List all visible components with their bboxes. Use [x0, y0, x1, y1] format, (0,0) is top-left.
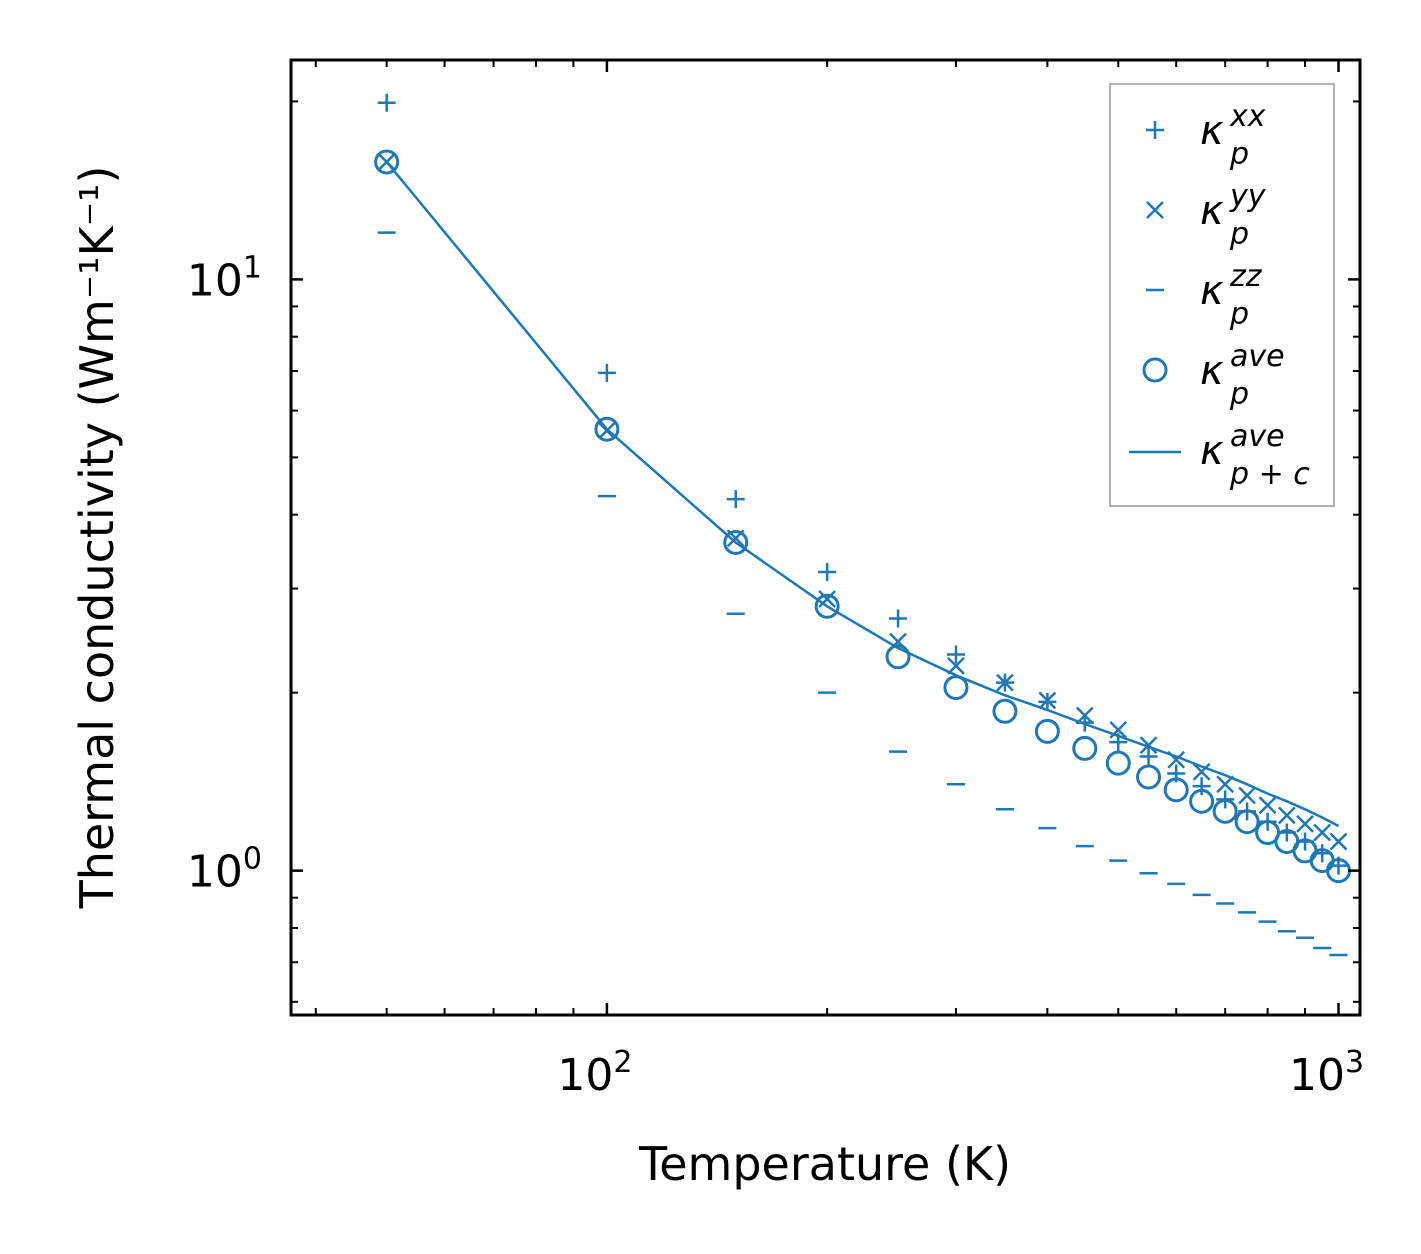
point-kave-12 — [1189, 788, 1215, 814]
x-tick-label: 102 — [557, 1045, 632, 1101]
point-kyy-6 — [996, 673, 1014, 692]
point-kyy-5 — [947, 656, 965, 675]
x-axis-label: Temperature (K) — [638, 1137, 1011, 1191]
legend-label-kave_pc: κ ave p + c — [1200, 419, 1310, 492]
legend: κ xx p κ yy p κ zz p κ ave pκ ave p + c — [1109, 83, 1335, 507]
point-kyy-10 — [1139, 736, 1158, 755]
point-kave-0 — [374, 149, 400, 175]
point-kave-6 — [992, 698, 1018, 724]
y-tick-label: 100 — [187, 842, 262, 898]
legend-label-kzz: κ zz p — [1200, 259, 1263, 332]
point-kave-5 — [943, 675, 969, 701]
y-tick-label: 101 — [187, 250, 262, 306]
point-kave-14 — [1234, 809, 1260, 835]
legend-item-kave: κ ave p — [1142, 339, 1285, 412]
point-kave-10 — [1136, 764, 1162, 790]
point-kyy-19 — [1329, 832, 1348, 851]
point-kyy-13 — [1216, 775, 1235, 794]
point-kyy-12 — [1192, 762, 1211, 781]
legend-label-kxx: κ xx p — [1200, 99, 1266, 172]
line-kave_pc — [385, 161, 1340, 828]
legend-item-kzz: κ zz p — [1146, 259, 1263, 332]
legend-swatch-kxx — [1146, 121, 1164, 139]
point-kave-4 — [885, 644, 911, 670]
legend-item-kxx: κ xx p — [1146, 99, 1266, 172]
series-kave_pc — [385, 161, 1340, 828]
axis-ticks — [291, 60, 1360, 1015]
point-kave-7 — [1034, 718, 1060, 744]
legend-box — [1109, 83, 1335, 507]
point-kyy-16 — [1277, 806, 1296, 825]
point-kxx-12 — [1192, 777, 1211, 796]
point-kave-3 — [814, 593, 840, 619]
point-kxx-0 — [377, 93, 396, 112]
legend-swatch-kave — [1142, 357, 1168, 383]
point-kyy-18 — [1313, 823, 1332, 842]
legend-swatch-kyy — [1146, 201, 1164, 219]
point-kave-11 — [1163, 777, 1189, 803]
point-kxx-10 — [1139, 747, 1158, 766]
point-kave-1 — [594, 416, 620, 442]
point-kxx-1 — [597, 363, 616, 382]
plot-marks — [374, 93, 1352, 957]
point-kave-13 — [1212, 798, 1238, 824]
point-kyy-7 — [1038, 691, 1057, 710]
point-kyy-3 — [818, 590, 837, 608]
point-kave-9 — [1105, 750, 1131, 776]
legend-label-kave: κ ave p — [1200, 339, 1285, 412]
point-kxx-4 — [889, 609, 908, 628]
point-kyy-14 — [1238, 786, 1256, 805]
point-kyy-17 — [1296, 814, 1314, 833]
point-kxx-2 — [726, 490, 745, 509]
point-kave-8 — [1072, 735, 1098, 761]
point-kave-2 — [723, 529, 749, 555]
y-axis-label: Thermal conductivity (Wm⁻¹K⁻¹) — [70, 166, 124, 910]
plot-frame — [289, 58, 1362, 1017]
point-kxx-3 — [818, 562, 837, 581]
legend-item-kyy: κ yy p — [1146, 179, 1267, 252]
tick-labels: 102 103 100 101 — [187, 250, 1364, 1101]
legend-label-kyy: κ yy p — [1200, 179, 1267, 252]
series-kzz — [377, 231, 1348, 957]
x-tick-label: 103 — [1289, 1045, 1364, 1101]
point-kxx-5 — [946, 645, 965, 664]
legend-item-kave_pc: κ ave p + c — [1129, 419, 1310, 492]
series-kave — [374, 149, 1352, 884]
point-kyy-15 — [1258, 796, 1277, 815]
